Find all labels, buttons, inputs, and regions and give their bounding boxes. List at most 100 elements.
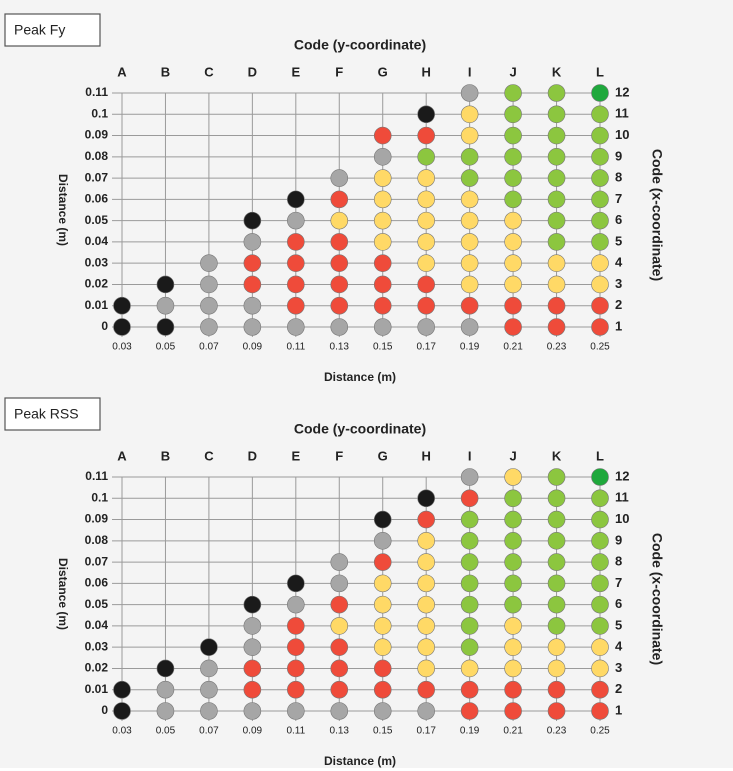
column-code: F [335,64,343,79]
cell-marker [287,275,305,294]
cell-marker [200,296,218,315]
cell-marker [591,84,609,102]
y-tick-label: 0.11 [85,85,108,99]
panel-label: Peak RSS [14,406,79,422]
cell-marker [591,148,609,166]
top-title: Code (y-coordinate) [294,37,426,53]
y-tick-label: 0.03 [85,639,109,653]
cell-marker [243,318,262,336]
row-code: 5 [615,617,622,632]
column-code: E [291,64,300,79]
cell-marker [504,190,522,209]
cell-marker [373,169,392,187]
cell-marker [460,574,479,593]
cell-marker [504,169,522,187]
cell-marker [373,148,392,166]
row-code: 9 [615,148,622,163]
y-tick-label: 0.02 [85,661,109,675]
cell-marker [200,638,218,656]
cell-marker [287,574,305,593]
cell-marker [547,489,566,508]
y-tick-label: 0.08 [85,533,109,547]
cell-marker [156,296,175,315]
cell-marker [547,105,566,124]
panel-label-box [4,13,101,47]
cell-marker [200,702,218,720]
cell-marker [287,638,305,656]
cell-marker [373,296,392,315]
column-code: J [509,448,516,463]
cell-marker [417,126,435,145]
column-code: F [335,448,343,463]
cell-marker [330,275,349,294]
cell-marker [547,84,566,102]
cell-marker [330,638,349,656]
cell-marker [243,595,262,614]
cell-marker [200,254,218,272]
cell-marker [373,532,392,550]
row-code: 1 [615,702,622,717]
cell-marker [504,233,522,251]
cell-marker [460,296,479,315]
y-tick-label: 0.09 [85,512,109,526]
cell-marker [417,211,435,230]
column-code: E [291,448,300,463]
cell-marker [591,638,609,656]
cell-marker [113,296,131,315]
cell-marker [373,680,392,699]
x-tick-label: 0.05 [156,342,176,353]
cell-marker [460,126,479,145]
cell-marker [417,489,435,508]
y-tick-label: 0.05 [85,213,109,227]
x-tick-label: 0.07 [199,342,219,353]
cell-marker [591,296,609,315]
panel-background [0,384,733,768]
cell-marker [200,680,218,699]
x-tick-label: 0.15 [373,726,393,737]
cell-marker [591,510,609,529]
cell-marker [547,680,566,699]
cell-marker [243,296,262,315]
top-title: Code (y-coordinate) [294,421,426,437]
cell-marker [417,595,435,614]
cell-marker [460,211,479,230]
row-code: 3 [615,660,622,675]
cell-marker [504,105,522,124]
cell-marker [330,574,349,593]
x-tick-label: 0.07 [199,726,219,737]
cell-marker [504,275,522,294]
cell-marker [547,702,566,720]
cell-marker [504,296,522,315]
bottom-title: Distance (m) [324,370,396,384]
cell-marker [417,574,435,593]
cell-marker [547,638,566,656]
cell-marker [373,233,392,251]
cell-marker [417,275,435,294]
x-tick-label: 0.13 [330,726,350,737]
cell-marker [243,254,262,272]
y-tick-label: 0.04 [85,618,109,632]
cell-marker [243,275,262,294]
row-code: 11 [615,106,629,121]
x-tick-label: 0.21 [503,726,523,737]
cell-marker [287,702,305,720]
cell-marker [417,680,435,699]
x-tick-label: 0.23 [547,342,567,353]
cell-marker [504,211,522,230]
right-title: Code (x-coordinate) [649,149,665,281]
row-code: 5 [615,233,622,248]
row-code: 3 [615,276,622,291]
cell-marker [373,510,392,529]
cell-marker [591,468,609,486]
row-code: 8 [615,170,622,185]
column-code: B [161,64,170,79]
y-tick-label: 0.1 [91,106,108,120]
cell-marker [591,680,609,699]
cell-marker [330,254,349,272]
cell-marker [547,532,566,550]
cell-marker [504,318,522,336]
row-code: 2 [615,297,622,312]
x-tick-label: 0.17 [416,726,436,737]
cell-marker [591,190,609,209]
cell-marker [460,510,479,529]
